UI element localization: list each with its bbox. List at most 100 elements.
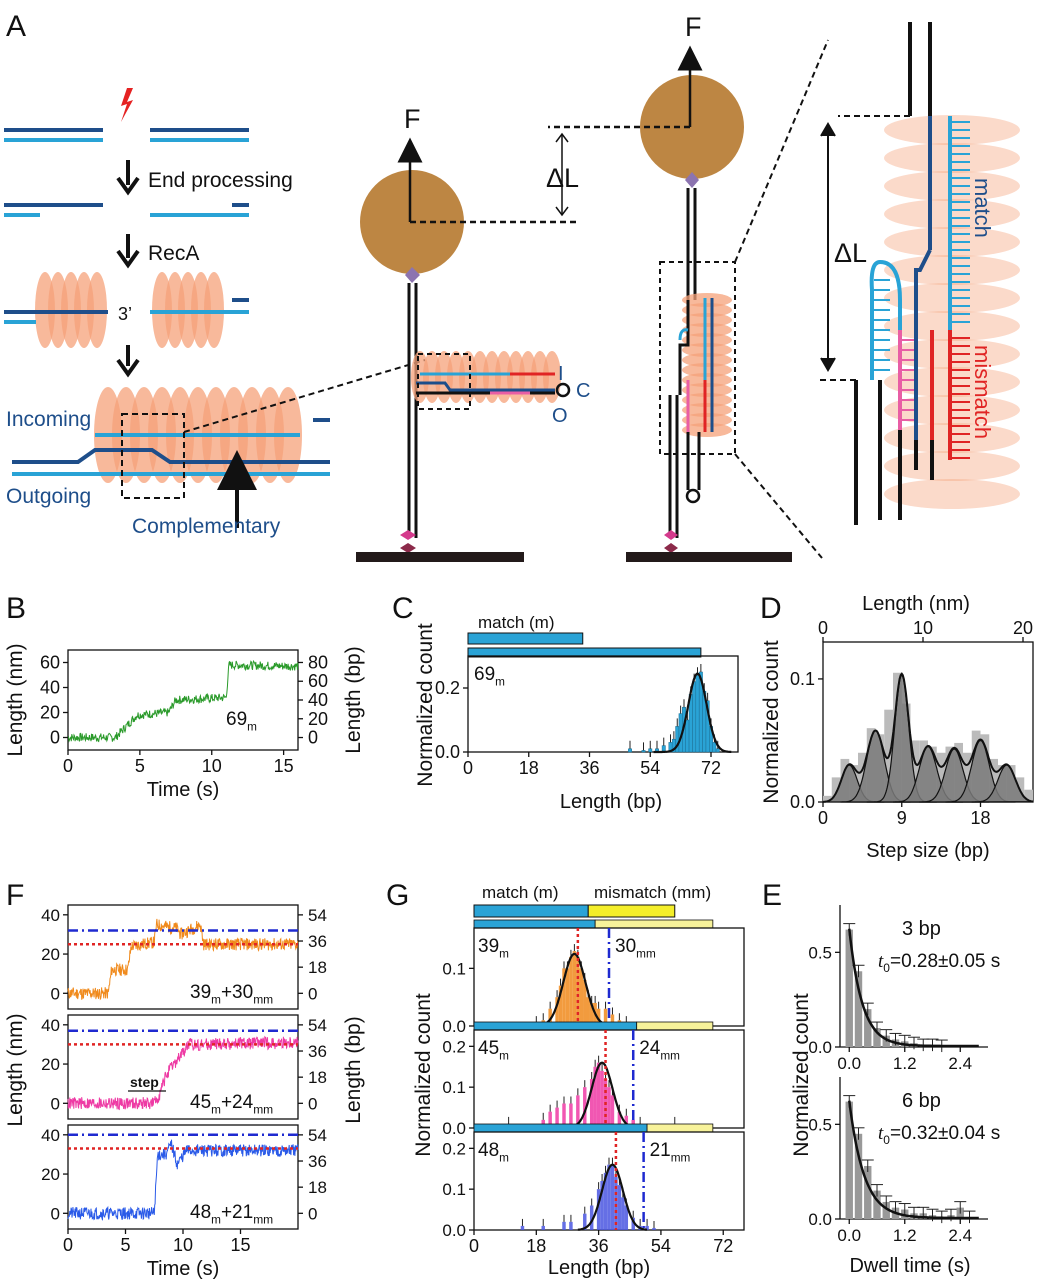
fit-envelope	[822, 672, 1034, 803]
force-label: F	[685, 12, 702, 42]
y-tick-label: 60	[40, 653, 60, 673]
trace-label-main: 48	[190, 1202, 211, 1223]
hist-bar	[692, 681, 697, 753]
hist-bar	[715, 748, 720, 753]
arrow-down-icon	[116, 160, 140, 196]
trace-label-mm-sub: mm	[253, 993, 273, 1007]
mismatch-count-label: 24mm	[639, 1038, 680, 1063]
tweezer-setup-1: F I C O	[356, 104, 590, 562]
hist-bar	[845, 929, 853, 1047]
x-tick-label: 72	[713, 1236, 733, 1256]
mismatch-count-label-main: 24	[639, 1038, 661, 1059]
x-tick-label: 10	[202, 756, 222, 776]
mismatch-count-label-main: 21	[650, 1140, 671, 1161]
hist-bar	[864, 1165, 872, 1219]
hist-bar	[562, 968, 566, 1026]
fit-curve	[567, 1061, 637, 1129]
hist-bar	[583, 979, 587, 1026]
trace-label: 48m+21mm	[190, 1202, 273, 1227]
hist-bar	[607, 1087, 611, 1128]
y-right-tick-label: 36	[308, 932, 327, 951]
match-count-label-sub: m	[499, 948, 509, 961]
annotation: 69m	[226, 709, 257, 734]
trace-line	[67, 659, 299, 743]
match-bar	[473, 919, 596, 929]
hist-bar	[963, 752, 972, 802]
hist-bar	[617, 1185, 622, 1230]
zoom-box	[121, 413, 185, 499]
hist-subplot: 39m 30mm 0.0 0.1	[442, 919, 745, 1036]
dna-initial	[4, 128, 249, 142]
trace-label-sub: m	[211, 1104, 221, 1117]
hist-bar	[873, 1028, 881, 1047]
hist-bar	[589, 1079, 594, 1128]
trace-label-sub: m	[211, 1214, 221, 1227]
trace-label: 39m+30mm	[190, 982, 273, 1007]
lightning-icon	[121, 88, 133, 122]
y-tick-label: 0.1	[442, 1078, 466, 1097]
trace-label: 45m+24mm	[190, 1092, 273, 1117]
hist-bar	[579, 968, 584, 1026]
x-tick-label: 2.4	[948, 1054, 972, 1073]
x-axis-label: Dwell time (s)	[849, 1255, 970, 1277]
x-tick-label: 2.4	[948, 1226, 972, 1245]
t0-symbol: t	[878, 1123, 884, 1144]
hist-bar	[864, 1009, 872, 1047]
y-tick-label: 0.5	[808, 943, 832, 962]
hist-bar	[854, 1133, 863, 1219]
y-tick-label: 0.1	[442, 1180, 466, 1199]
x-tick-label: 54	[651, 1236, 671, 1256]
y-right-tick-label: 40	[308, 690, 328, 710]
x-tick-label: 9	[897, 808, 907, 828]
y-tick-label: 0.1	[442, 959, 466, 978]
plot-frame	[467, 655, 739, 753]
y-right-tick-label: 18	[308, 1068, 327, 1087]
y-tick-label: 0	[51, 1094, 60, 1113]
y-tick-label: 0.0	[790, 792, 815, 812]
mismatch-count-label-main: 30	[615, 936, 636, 957]
mismatch-count-label: 21mm	[650, 1140, 691, 1165]
y-tick-label: 20	[41, 1165, 60, 1184]
hist-bar	[845, 1101, 853, 1219]
dwell-subplot: 3 bp t0=0.28±0.05 s 0.0 0.5 0.0 1.2 2.4	[808, 905, 1000, 1073]
y-axis-right-label: Length (bp)	[342, 646, 365, 753]
y-tick-label: 20	[41, 945, 60, 964]
trace-label-main: 39	[190, 982, 211, 1003]
hist-bar	[548, 1111, 552, 1128]
hist-bar	[589, 1205, 594, 1230]
y-tick-label: 20	[40, 703, 60, 723]
hist-bar	[614, 1176, 618, 1230]
x-tick-label: 54	[640, 758, 660, 778]
hist-bar	[520, 1225, 525, 1230]
force-label: F	[404, 104, 421, 134]
hist-bar	[600, 1181, 604, 1230]
annotation-main: 69	[474, 664, 495, 685]
x-tick-label: 1.2	[893, 1054, 917, 1073]
hist-bar	[548, 1008, 552, 1026]
label-incoming: Incoming	[6, 408, 91, 431]
hist-bar	[607, 1164, 611, 1230]
t0-value: =0.28±0.05 s	[890, 951, 1000, 972]
hist-bar	[593, 1066, 597, 1128]
zoom-detail: ΔL	[820, 22, 1020, 525]
panel-letter-a: A	[6, 10, 26, 43]
label-mismatch: mismatch	[970, 345, 995, 439]
x-tick-label: 0	[63, 1235, 73, 1255]
fit-curve	[848, 1100, 979, 1220]
x-tick-label: 15	[230, 1235, 250, 1255]
total-bar	[467, 647, 702, 658]
y-right-tick-label: 36	[308, 1152, 327, 1171]
x-tick-label: 5	[135, 756, 145, 776]
x-tick-label: 18	[970, 808, 990, 828]
y-right-tick-label: 18	[308, 958, 327, 977]
hist-bar	[621, 1197, 625, 1230]
y-tick-label: 0.2	[442, 1037, 466, 1056]
match-bar-label: match (m)	[482, 883, 559, 902]
annotation: 69m	[474, 664, 505, 689]
x-axis-label: Step size (bp)	[866, 840, 989, 862]
y-right-tick-label: 54	[308, 1016, 327, 1035]
y-tick-label: 0.0	[808, 1210, 832, 1229]
hist-bar	[555, 1107, 559, 1128]
hist-bar	[576, 956, 580, 1026]
